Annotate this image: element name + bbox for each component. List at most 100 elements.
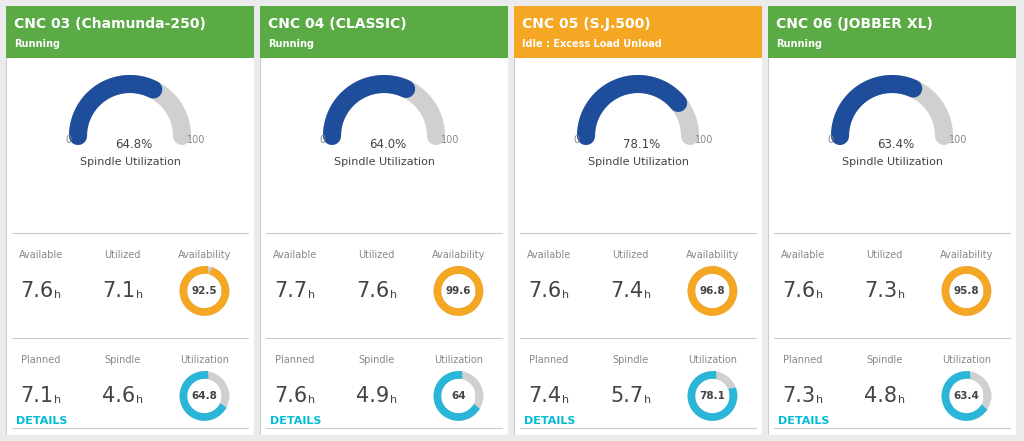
- Text: 4.8: 4.8: [864, 386, 897, 406]
- Text: Spindle: Spindle: [612, 355, 648, 365]
- Text: Spindle Utilization: Spindle Utilization: [80, 157, 180, 167]
- Text: 78.1%: 78.1%: [624, 138, 660, 150]
- Text: Planned: Planned: [783, 355, 822, 365]
- Text: Utilized: Utilized: [866, 250, 903, 260]
- Text: Spindle Utilization: Spindle Utilization: [334, 157, 434, 167]
- Text: DETAILS: DETAILS: [524, 416, 575, 426]
- Text: h: h: [644, 395, 651, 405]
- Text: 7.6: 7.6: [20, 281, 53, 301]
- Text: Running: Running: [268, 39, 314, 49]
- Text: h: h: [390, 395, 397, 405]
- Text: 100: 100: [949, 135, 968, 145]
- Text: Spindle: Spindle: [358, 355, 394, 365]
- Text: CNC 06 (JOBBER XL): CNC 06 (JOBBER XL): [776, 17, 933, 31]
- Text: 64.0%: 64.0%: [370, 138, 407, 150]
- Text: 4.9: 4.9: [356, 386, 389, 406]
- Text: 100: 100: [695, 135, 713, 145]
- Text: Planned: Planned: [275, 355, 314, 365]
- Text: 64.8%: 64.8%: [116, 138, 153, 150]
- Text: DETAILS: DETAILS: [270, 416, 322, 426]
- Text: Running: Running: [776, 39, 822, 49]
- Text: 7.6: 7.6: [528, 281, 561, 301]
- Text: Spindle: Spindle: [104, 355, 140, 365]
- Text: 7.6: 7.6: [356, 281, 389, 301]
- Text: CNC 03 (Chamunda-250): CNC 03 (Chamunda-250): [14, 17, 206, 31]
- Text: Utilization: Utilization: [688, 355, 737, 365]
- Text: h: h: [562, 290, 569, 300]
- Text: 64: 64: [452, 391, 466, 401]
- Text: 99.6: 99.6: [445, 286, 471, 296]
- Text: Availability: Availability: [432, 250, 485, 260]
- Text: 64.8: 64.8: [191, 391, 217, 401]
- Text: h: h: [136, 290, 143, 300]
- Text: CNC 05 (S.J.500): CNC 05 (S.J.500): [522, 17, 650, 31]
- Text: Idle : Excess Load Unload: Idle : Excess Load Unload: [522, 39, 662, 49]
- Text: DETAILS: DETAILS: [778, 416, 829, 426]
- Text: 78.1: 78.1: [699, 391, 725, 401]
- FancyBboxPatch shape: [260, 6, 508, 435]
- Text: Availability: Availability: [686, 250, 739, 260]
- Text: 7.4: 7.4: [528, 386, 561, 406]
- Text: Planned: Planned: [529, 355, 568, 365]
- Text: 0: 0: [573, 135, 579, 145]
- Text: 7.1: 7.1: [20, 386, 53, 406]
- Text: Availability: Availability: [178, 250, 231, 260]
- Text: Running: Running: [14, 39, 60, 49]
- Text: 7.7: 7.7: [274, 281, 307, 301]
- Text: h: h: [54, 395, 61, 405]
- Text: 100: 100: [186, 135, 205, 145]
- Text: 0: 0: [65, 135, 71, 145]
- Text: 100: 100: [440, 135, 459, 145]
- Text: h: h: [816, 395, 823, 405]
- FancyBboxPatch shape: [6, 6, 254, 435]
- Text: Utilized: Utilized: [612, 250, 649, 260]
- Text: h: h: [54, 290, 61, 300]
- Text: Planned: Planned: [22, 355, 60, 365]
- Text: 4.6: 4.6: [102, 386, 135, 406]
- Text: Utilized: Utilized: [358, 250, 394, 260]
- Text: 0: 0: [827, 135, 834, 145]
- FancyBboxPatch shape: [768, 6, 1016, 58]
- Text: Spindle Utilization: Spindle Utilization: [588, 157, 688, 167]
- Text: h: h: [898, 290, 905, 300]
- Text: Utilization: Utilization: [942, 355, 991, 365]
- Text: Spindle Utilization: Spindle Utilization: [842, 157, 942, 167]
- Text: Utilized: Utilized: [104, 250, 140, 260]
- Text: 7.3: 7.3: [864, 281, 897, 301]
- Text: h: h: [816, 290, 823, 300]
- Text: 95.8: 95.8: [953, 286, 979, 296]
- Text: 63.4: 63.4: [953, 391, 979, 401]
- Text: 63.4%: 63.4%: [878, 138, 914, 150]
- Text: Available: Available: [272, 250, 316, 260]
- Text: Available: Available: [526, 250, 570, 260]
- Text: Utilization: Utilization: [434, 355, 483, 365]
- Text: 7.6: 7.6: [274, 386, 307, 406]
- FancyBboxPatch shape: [514, 6, 762, 435]
- Text: Available: Available: [18, 250, 62, 260]
- FancyBboxPatch shape: [6, 6, 254, 58]
- Text: h: h: [898, 395, 905, 405]
- Text: 7.3: 7.3: [782, 386, 815, 406]
- Text: Spindle: Spindle: [866, 355, 903, 365]
- Text: CNC 04 (CLASSIC): CNC 04 (CLASSIC): [268, 17, 407, 31]
- Text: h: h: [644, 290, 651, 300]
- Text: h: h: [562, 395, 569, 405]
- Text: DETAILS: DETAILS: [16, 416, 68, 426]
- Text: 7.6: 7.6: [782, 281, 815, 301]
- Text: 7.1: 7.1: [102, 281, 135, 301]
- Text: 92.5: 92.5: [191, 286, 217, 296]
- FancyBboxPatch shape: [260, 6, 508, 58]
- Text: h: h: [136, 395, 143, 405]
- Text: Utilization: Utilization: [180, 355, 229, 365]
- Text: 96.8: 96.8: [699, 286, 725, 296]
- FancyBboxPatch shape: [768, 6, 1016, 435]
- Text: h: h: [390, 290, 397, 300]
- Text: Available: Available: [780, 250, 825, 260]
- Text: h: h: [308, 290, 315, 300]
- Text: h: h: [308, 395, 315, 405]
- FancyBboxPatch shape: [514, 6, 762, 58]
- Text: 5.7: 5.7: [610, 386, 643, 406]
- Text: 0: 0: [318, 135, 325, 145]
- Text: 7.4: 7.4: [610, 281, 643, 301]
- Text: Availability: Availability: [940, 250, 993, 260]
